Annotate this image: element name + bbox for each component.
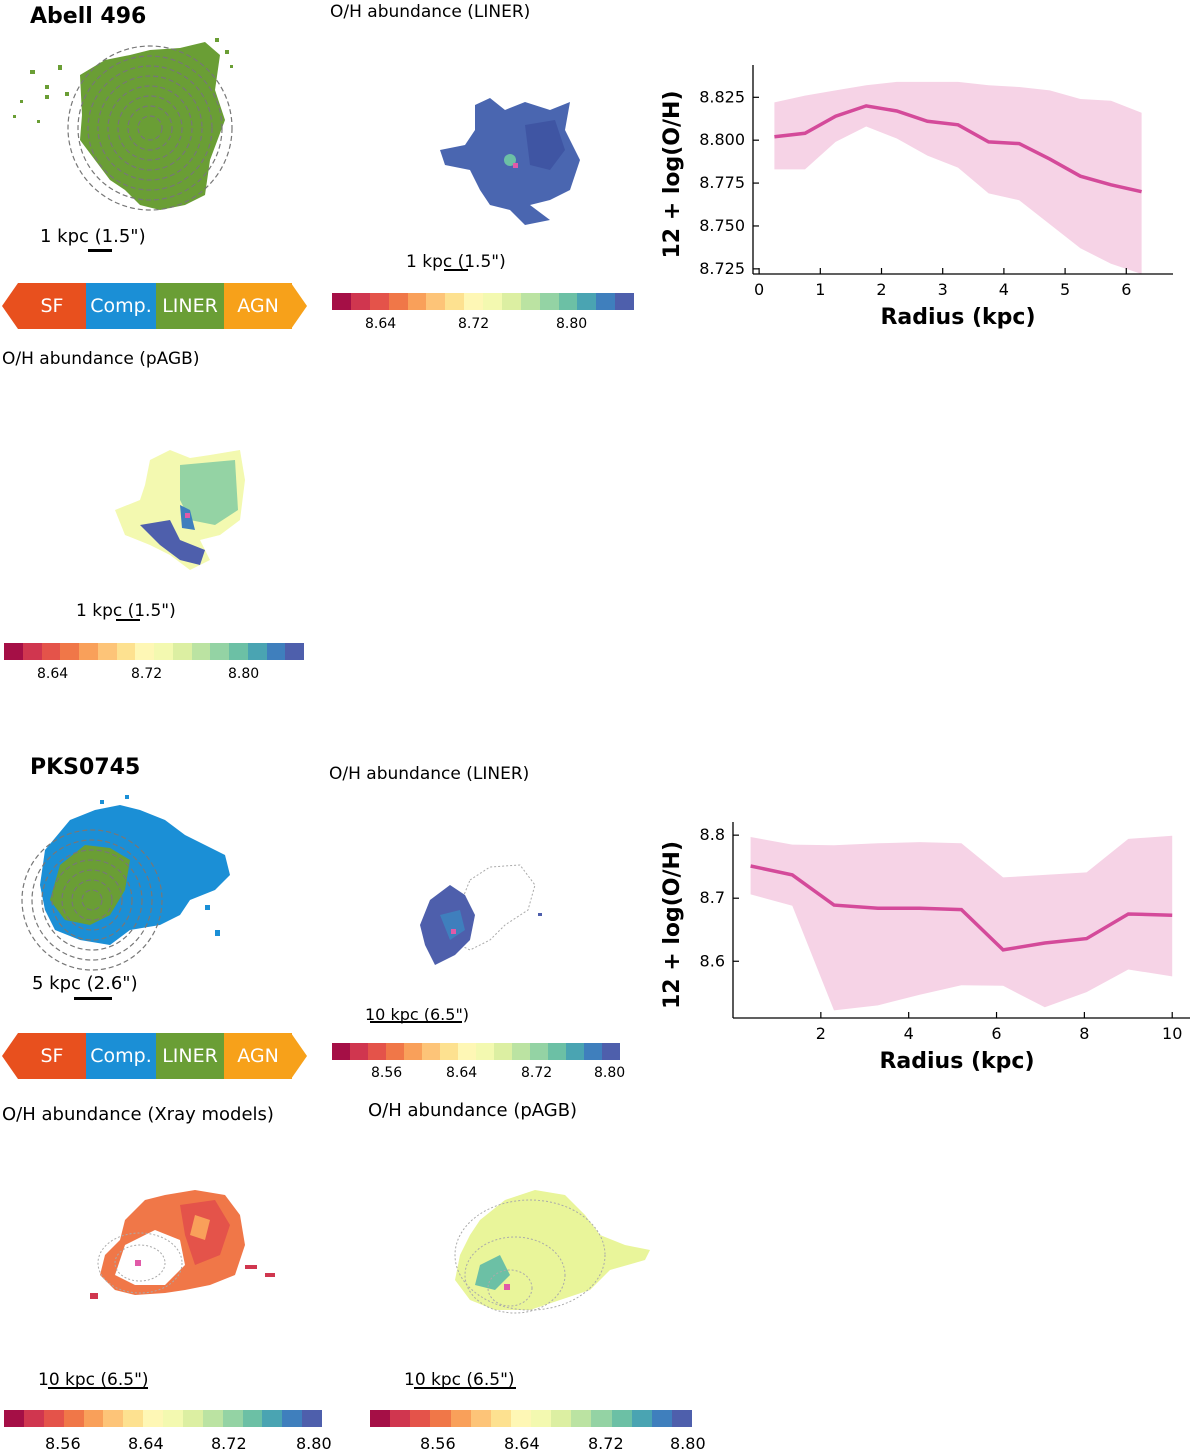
colorbar-tick-3: 8.80 [556,316,588,332]
legend-liner: LINER [156,283,224,329]
x-tick-label: 0 [754,280,764,299]
median-line [774,104,1142,194]
oh-profile-chart-abell496: 0 1 2 3 4 5 6 8.725 8.750 8.775 8.800 8.825 Radius (… [660,65,1173,330]
panel-title-liner-pks0745: O/H abundance (LINER) [329,764,530,784]
scale-bar-pagb-pks0745 [414,1387,516,1389]
colorbar-tick-4: 8.80 [296,1434,332,1453]
colorbar-tick-3: 8.80 [228,666,260,682]
galaxy-title-pks0745: PKS0745 [30,755,141,780]
scale-bar-liner-abell496 [444,269,468,271]
bpt-map-pks0745 [21,795,230,971]
colorbar-tick-2: 8.72 [131,666,163,682]
x-axis-label: Radius (kpc) [880,305,1035,330]
legend-left-arrow [2,283,18,329]
uncertainty-band [750,835,1173,1011]
colorbar-tick-1: 8.56 [45,1434,81,1453]
panel-title-pagb-abell496: O/H abundance (pAGB) [2,349,200,369]
y-tick-label: 8.725 [699,259,745,278]
scale-bar-bpt-abell496 [88,249,112,252]
scale-label-xray-pks0745: 10 kpc (6.5") [38,1370,149,1390]
x-tick-label: 2 [816,1024,826,1043]
colorbar-tick-1: 8.56 [420,1434,456,1453]
colorbar-tick-2: 8.64 [504,1434,540,1453]
colorbar-tick-3: 8.72 [521,1065,553,1081]
y-tick-label: 8.825 [699,87,745,106]
panel-title-liner-abell496: O/H abundance (LINER) [330,2,531,22]
x-tick-label: 3 [938,280,948,299]
median-line [750,864,1173,952]
colorbar-tick-1: 8.56 [371,1065,403,1081]
galaxy-title-abell496: Abell 496 [30,4,147,29]
legend-agn: AGN [224,1033,292,1079]
colorbar-tick-4: 8.80 [594,1065,626,1081]
scale-bar-liner-pks0745 [370,1021,462,1023]
y-tick-label: 8.750 [699,216,745,235]
x-tick-label: 1 [815,280,825,299]
liner-map-pks0745 [420,864,542,965]
x-tick-label: 6 [1121,280,1131,299]
y-tick-label: 8.7 [700,888,725,907]
colorbar-liner-pks0745 [332,1043,620,1060]
legend-sf: SF [18,283,86,329]
x-tick-label: 6 [991,1024,1001,1043]
legend-sf: SF [18,1033,86,1079]
x-tick-label: 8 [1079,1024,1089,1043]
bpt-legend-pks0745: SF Comp. LINER AGN [2,1033,307,1079]
legend-right-arrow [291,283,307,329]
colorbar-tick-2: 8.64 [128,1434,164,1453]
y-tick-label: 8.775 [699,173,745,192]
colorbar-xray-pks0745 [4,1410,322,1427]
legend-agn: AGN [224,283,292,329]
y-tick-label: 8.6 [700,951,725,970]
x-tick-label: 4 [999,280,1009,299]
y-axis-label: 12 + log(O/H) [660,90,685,258]
colorbar-tick-1: 8.64 [365,316,397,332]
oh-profile-chart-pks0745: 2 4 6 8 10 8.6 8.7 8.8 Radius (kpc) 12 + log(O/H) [660,822,1190,1074]
scale-label-pagb-pks0745: 10 kpc (6.5") [404,1370,515,1390]
scale-label-liner-abell496: 1 kpc (1.5") [406,252,506,272]
x-tick-label: 4 [904,1024,914,1043]
bpt-map-abell496 [13,38,233,211]
scale-label-bpt-pks0745: 5 kpc (2.6") [32,973,138,994]
legend-left-arrow [2,1033,18,1079]
scale-label-bpt-abell496: 1 kpc (1.5") [40,226,146,247]
legend-comp: Comp. [86,1033,156,1079]
colorbar-tick-3: 8.72 [211,1434,247,1453]
legend-comp: Comp. [86,283,156,329]
pagb-map-pks0745 [454,1190,650,1314]
colorbar-tick-2: 8.64 [446,1065,478,1081]
x-axis-label: Radius (kpc) [879,1049,1034,1074]
colorbar-tick-1: 8.64 [37,666,69,682]
colorbar-pagb-pks0745 [370,1410,692,1427]
colorbar-tick-2: 8.72 [458,316,490,332]
legend-liner: LINER [156,1033,224,1079]
scale-label-pagb-abell496: 1 kpc (1.5") [76,601,176,621]
uncertainty-band [774,81,1142,275]
colorbar-tick-4: 8.80 [670,1434,706,1453]
y-tick-label: 8.8 [700,825,725,844]
colorbar-tick-3: 8.72 [588,1434,624,1453]
x-tick-label: 5 [1060,280,1070,299]
bpt-legend-abell496: SF Comp. LINER AGN [2,283,307,329]
scale-label-liner-pks0745: 10 kpc (6.5") [365,1005,470,1024]
liner-map-abell496 [440,98,580,225]
x-tick-label: 10 [1162,1024,1182,1043]
panel-title-xray-pks0745: O/H abundance (Xray models) [2,1104,274,1125]
scale-bar-xray-pks0745 [48,1387,148,1389]
pagb-map-abell496 [115,450,245,570]
legend-right-arrow [291,1033,307,1079]
colorbar-liner-abell496 [332,293,634,310]
y-axis-label: 12 + log(O/H) [660,841,685,1009]
panel-title-pagb-pks0745: O/H abundance (pAGB) [368,1100,578,1121]
xray-map-pks0745 [90,1190,275,1299]
x-tick-label: 2 [876,280,886,299]
scale-bar-bpt-pks0745 [74,997,112,1000]
scale-bar-pagb-abell496 [116,619,140,621]
colorbar-pagb-abell496 [4,643,304,660]
y-tick-label: 8.800 [699,130,745,149]
